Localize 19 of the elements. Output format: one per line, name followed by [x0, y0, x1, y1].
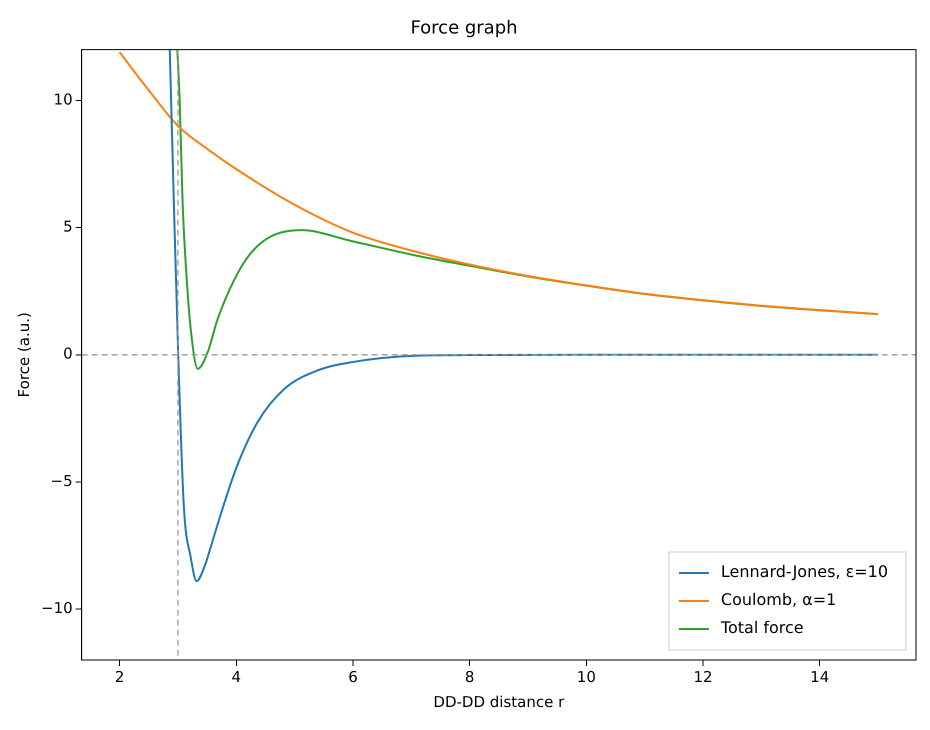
- x-tick-label: 10: [576, 668, 596, 686]
- y-tick-label: −5: [50, 472, 73, 490]
- y-tick-label: 0: [63, 344, 73, 363]
- line-series: [118, 51, 880, 316]
- y-tick-label: −10: [41, 599, 73, 618]
- legend-label: Total force: [720, 618, 804, 638]
- legend-label: Lennard-Jones, ε=10: [720, 562, 888, 582]
- x-tick-label: 6: [348, 668, 358, 686]
- y-axis-title: Force (a.u.): [14, 312, 33, 398]
- legend-label: Coulomb, α=1: [720, 590, 836, 610]
- y-tick-label: 5: [63, 218, 73, 236]
- x-tick-label: 12: [693, 668, 713, 686]
- chart-title: Force graph: [410, 17, 518, 38]
- y-tick-label: 10: [54, 90, 73, 108]
- x-tick-label: 8: [464, 668, 474, 686]
- x-tick-label: 14: [810, 668, 830, 686]
- x-tick-label: 4: [232, 668, 242, 686]
- x-tick-label: 2: [114, 668, 124, 686]
- x-axis-title: DD-DD distance r: [433, 692, 566, 711]
